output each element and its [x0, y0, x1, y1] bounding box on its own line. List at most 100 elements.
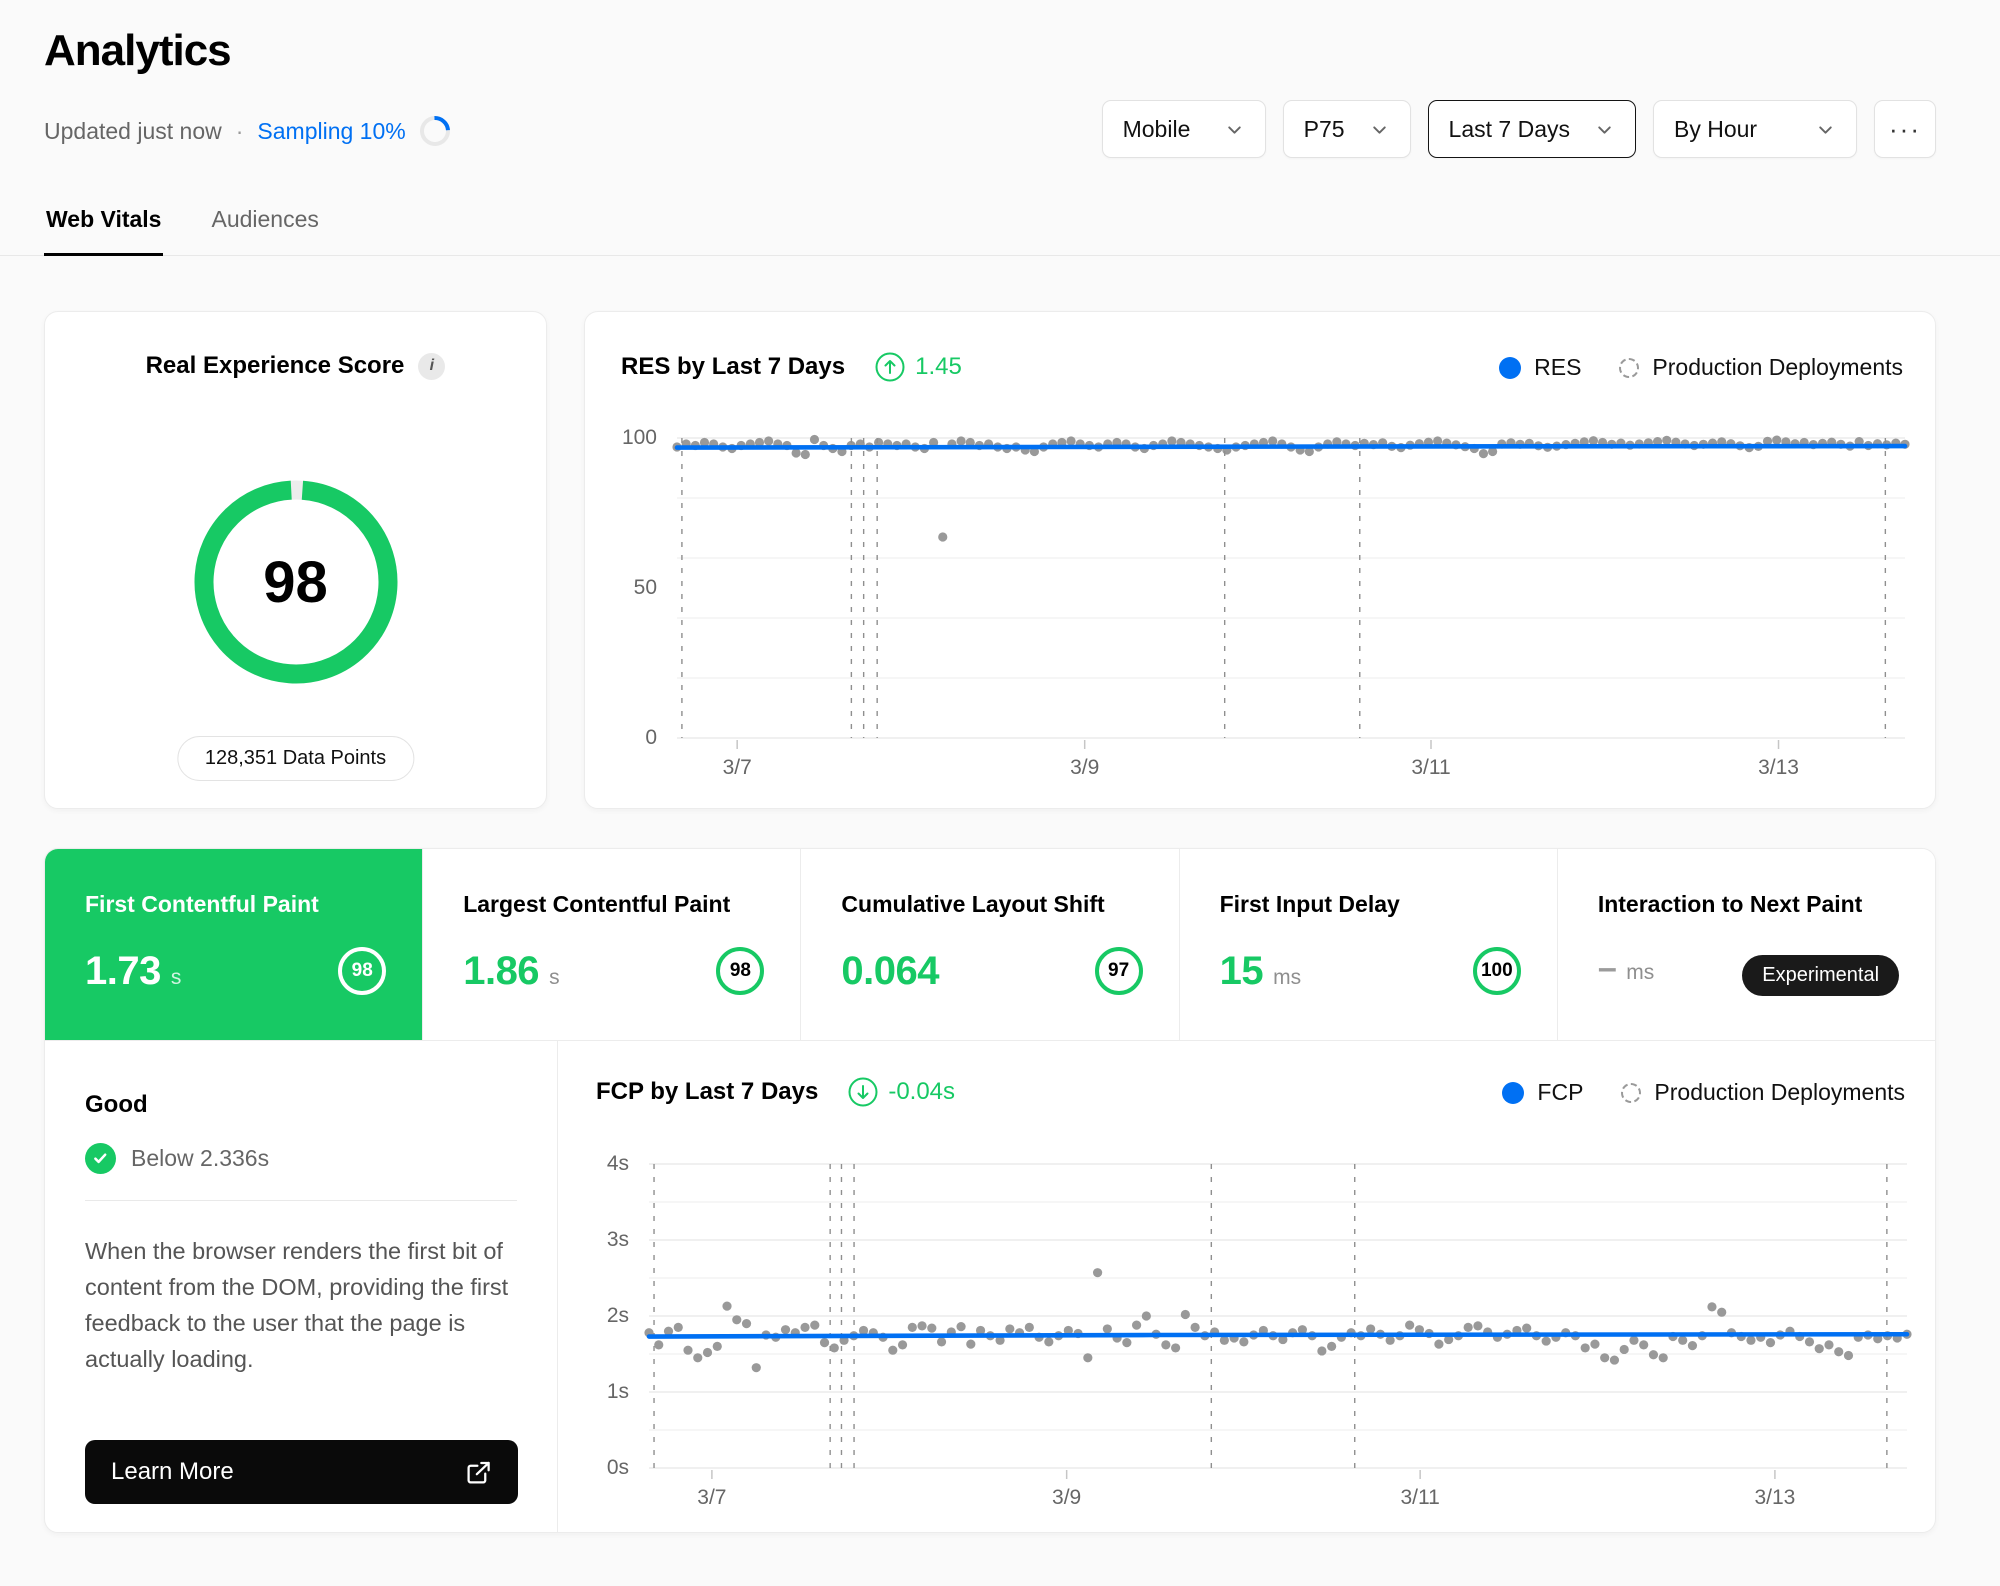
data-point[interactable] — [1659, 1353, 1668, 1362]
data-point[interactable] — [752, 1363, 761, 1372]
data-point[interactable] — [764, 436, 773, 445]
data-point[interactable] — [1366, 1324, 1375, 1333]
data-point[interactable] — [693, 1353, 702, 1362]
data-point[interactable] — [1005, 1324, 1014, 1333]
data-point[interactable] — [966, 1340, 975, 1349]
data-point[interactable] — [1103, 1324, 1112, 1333]
date-range-dropdown[interactable]: Last 7 Days — [1428, 100, 1636, 158]
info-icon[interactable]: i — [418, 353, 445, 380]
more-options-button[interactable]: ··· — [1874, 100, 1936, 158]
data-point[interactable] — [800, 1323, 809, 1332]
data-point[interactable] — [1386, 1336, 1395, 1345]
data-point[interactable] — [1589, 436, 1598, 445]
data-point[interactable] — [703, 1348, 712, 1357]
data-point[interactable] — [1678, 1336, 1687, 1345]
data-point[interactable] — [742, 1319, 751, 1328]
metric-card-inp[interactable]: Interaction to Next Paint – ms Experimen… — [1557, 849, 1935, 1040]
data-point[interactable] — [1815, 1344, 1824, 1353]
data-point[interactable] — [1044, 1337, 1053, 1346]
data-point[interactable] — [1327, 1342, 1336, 1351]
data-point[interactable] — [937, 1337, 946, 1346]
data-point[interactable] — [1629, 1336, 1638, 1345]
data-point[interactable] — [1473, 1321, 1482, 1330]
data-point[interactable] — [1610, 1355, 1619, 1364]
data-point[interactable] — [1093, 1268, 1102, 1277]
data-point[interactable] — [820, 1338, 829, 1347]
data-point[interactable] — [732, 1315, 741, 1324]
data-point[interactable] — [1142, 1311, 1151, 1320]
data-point[interactable] — [801, 450, 810, 459]
data-point[interactable] — [722, 1302, 731, 1311]
data-point[interactable] — [1688, 1341, 1697, 1350]
data-point[interactable] — [956, 1322, 965, 1331]
data-point[interactable] — [1522, 1324, 1531, 1333]
data-point[interactable] — [781, 1325, 790, 1334]
data-point[interactable] — [1479, 449, 1488, 458]
x-axis-label: 3/13 — [1734, 756, 1824, 780]
data-point[interactable] — [830, 1343, 839, 1352]
data-point[interactable] — [1620, 1345, 1629, 1354]
data-point[interactable] — [1239, 1337, 1248, 1346]
data-point[interactable] — [792, 448, 801, 457]
data-point[interactable] — [938, 532, 947, 541]
tab-audiences[interactable]: Audiences — [209, 206, 320, 255]
learn-more-button[interactable]: Learn More — [85, 1440, 518, 1504]
data-point[interactable] — [1639, 1340, 1648, 1349]
data-point[interactable] — [810, 435, 819, 444]
data-point[interactable] — [1805, 1337, 1814, 1346]
data-point[interactable] — [1317, 1346, 1326, 1355]
data-point[interactable] — [674, 1323, 683, 1332]
data-point[interactable] — [1542, 1336, 1551, 1345]
data-point[interactable] — [1844, 1351, 1853, 1360]
device-dropdown[interactable]: Mobile — [1102, 100, 1266, 158]
data-point[interactable] — [1590, 1340, 1599, 1349]
res-scatter-plot[interactable] — [677, 438, 1905, 738]
data-point[interactable] — [898, 1340, 907, 1349]
data-point[interactable] — [1707, 1302, 1716, 1311]
data-point[interactable] — [1181, 1310, 1190, 1319]
data-point[interactable] — [713, 1342, 722, 1351]
data-point[interactable] — [1171, 1343, 1180, 1352]
data-point[interactable] — [908, 1323, 917, 1332]
data-point[interactable] — [1405, 1321, 1414, 1330]
data-point[interactable] — [1600, 1353, 1609, 1362]
data-point[interactable] — [654, 1340, 663, 1349]
data-point[interactable] — [1191, 1323, 1200, 1332]
data-point[interactable] — [1161, 1340, 1170, 1349]
metric-card-lcp[interactable]: Largest Contentful Paint 1.86 s 98 — [422, 849, 800, 1040]
data-point[interactable] — [1824, 1340, 1833, 1349]
data-point[interactable] — [1083, 1353, 1092, 1362]
data-point[interactable] — [927, 1324, 936, 1333]
tab-web-vitals[interactable]: Web Vitals — [44, 206, 163, 256]
data-point[interactable] — [1434, 1340, 1443, 1349]
x-axis-label: 3/9 — [1040, 756, 1130, 780]
data-point[interactable] — [1464, 1323, 1473, 1332]
check-circle-icon — [85, 1143, 116, 1174]
data-point[interactable] — [888, 1346, 897, 1355]
data-point[interactable] — [1766, 1338, 1775, 1347]
data-point[interactable] — [1772, 436, 1781, 445]
data-point[interactable] — [1834, 1347, 1843, 1356]
data-point[interactable] — [1132, 1321, 1141, 1330]
data-point[interactable] — [1662, 436, 1671, 445]
metric-card-fcp[interactable]: First Contentful Paint 1.73 s 98 — [45, 849, 422, 1040]
data-point[interactable] — [810, 1321, 819, 1330]
data-point[interactable] — [1581, 1343, 1590, 1352]
percentile-dropdown[interactable]: P75 — [1283, 100, 1411, 158]
data-point[interactable] — [1717, 1308, 1726, 1317]
data-point[interactable] — [1025, 1323, 1034, 1332]
metric-card-cls[interactable]: Cumulative Layout Shift 0.064 97 — [800, 849, 1178, 1040]
data-point[interactable] — [1746, 1336, 1755, 1345]
data-point[interactable] — [956, 436, 965, 445]
data-point[interactable] — [1122, 1338, 1131, 1347]
data-point[interactable] — [1649, 1350, 1658, 1359]
granularity-dropdown[interactable]: By Hour — [1653, 100, 1857, 158]
metric-card-fid[interactable]: First Input Delay 15 ms 100 — [1179, 849, 1557, 1040]
data-point[interactable] — [683, 1346, 692, 1355]
data-point[interactable] — [917, 1321, 926, 1330]
sampling-link[interactable]: Sampling 10% — [257, 118, 405, 145]
data-point[interactable] — [1167, 436, 1176, 445]
data-point[interactable] — [1268, 436, 1277, 445]
data-point[interactable] — [1066, 436, 1075, 445]
fcp-scatter-plot[interactable] — [649, 1164, 1907, 1468]
